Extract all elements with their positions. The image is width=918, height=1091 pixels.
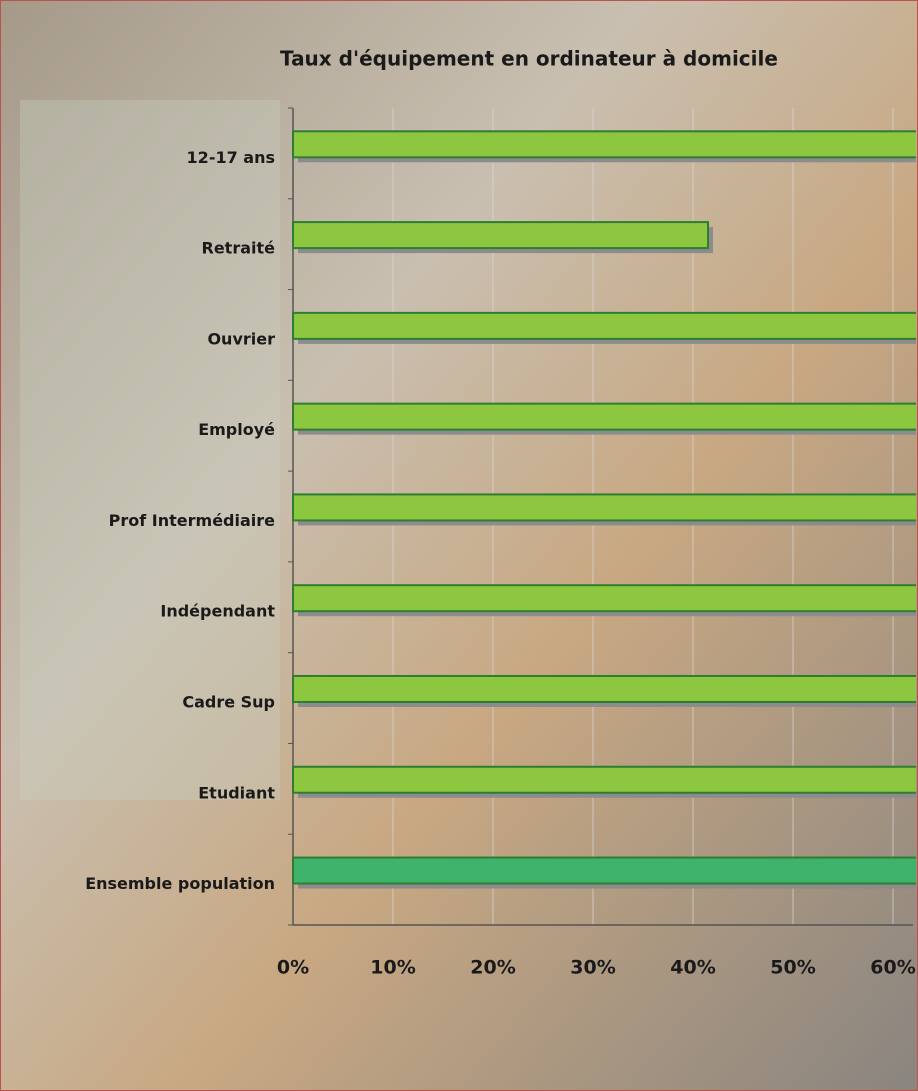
bar	[292, 221, 709, 250]
bar	[292, 856, 916, 885]
x-tick-label: 60%	[870, 957, 915, 979]
y-tick-label: Prof Intermédiaire	[109, 511, 276, 530]
bar	[292, 584, 916, 613]
x-tick-label: 40%	[670, 957, 715, 979]
bar	[292, 402, 916, 431]
bar	[292, 493, 916, 522]
background-shape	[20, 100, 280, 800]
y-tick-label: Indépendant	[160, 602, 275, 621]
x-tick-label: 50%	[770, 957, 815, 979]
bar	[292, 311, 916, 340]
y-tick-label: Ouvrier	[207, 329, 275, 348]
y-tick-label: Retraité	[202, 239, 276, 258]
x-tick-label: 20%	[470, 957, 515, 979]
bar	[292, 130, 916, 159]
bar	[292, 674, 916, 703]
y-tick-label: 12-17 ans	[187, 148, 275, 167]
plot: 0% 10% 20% 30% 40% 50% 60% 12-17 ans Retraité Ouv…	[85, 107, 916, 979]
y-tick-label: Cadre Sup	[182, 692, 275, 711]
x-tick-label: 30%	[570, 957, 615, 979]
y-tick-label: Etudiant	[198, 783, 275, 802]
x-tick-label: 0%	[277, 957, 309, 979]
x-tick-label: 10%	[370, 957, 415, 979]
bar	[292, 765, 916, 794]
y-tick-label: Employé	[198, 420, 275, 439]
y-tick-label: Ensemble population	[85, 874, 275, 893]
chart-title: Taux d'équipement en ordinateur à domici…	[280, 47, 778, 71]
